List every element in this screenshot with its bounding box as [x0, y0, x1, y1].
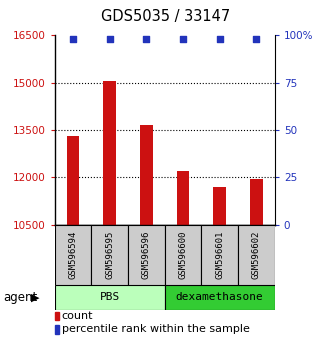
Bar — [55, 225, 91, 285]
Text: dexamethasone: dexamethasone — [176, 292, 263, 302]
Text: count: count — [62, 311, 93, 321]
Point — [107, 36, 112, 42]
Bar — [177, 171, 189, 225]
Text: GSM596594: GSM596594 — [69, 231, 77, 279]
Text: percentile rank within the sample: percentile rank within the sample — [62, 324, 250, 334]
Point — [180, 36, 186, 42]
Bar — [213, 187, 226, 225]
Text: GSM596601: GSM596601 — [215, 231, 224, 279]
Bar — [91, 225, 128, 285]
Bar — [250, 179, 263, 225]
Text: GSM596595: GSM596595 — [105, 231, 114, 279]
Point — [70, 36, 75, 42]
Bar — [165, 285, 275, 310]
Text: GSM596600: GSM596600 — [178, 231, 188, 279]
Point — [217, 36, 222, 42]
Bar — [140, 125, 153, 225]
Text: GDS5035 / 33147: GDS5035 / 33147 — [101, 9, 230, 24]
Text: ▶: ▶ — [30, 292, 39, 302]
Point — [144, 36, 149, 42]
Text: PBS: PBS — [100, 292, 120, 302]
Point — [254, 36, 259, 42]
Text: GSM596602: GSM596602 — [252, 231, 261, 279]
Bar — [128, 225, 165, 285]
Text: GSM596596: GSM596596 — [142, 231, 151, 279]
Bar — [67, 136, 79, 225]
Bar — [238, 225, 275, 285]
Bar — [55, 285, 165, 310]
Bar — [103, 81, 116, 225]
Text: agent: agent — [3, 291, 37, 304]
Bar — [201, 225, 238, 285]
Bar — [165, 225, 201, 285]
